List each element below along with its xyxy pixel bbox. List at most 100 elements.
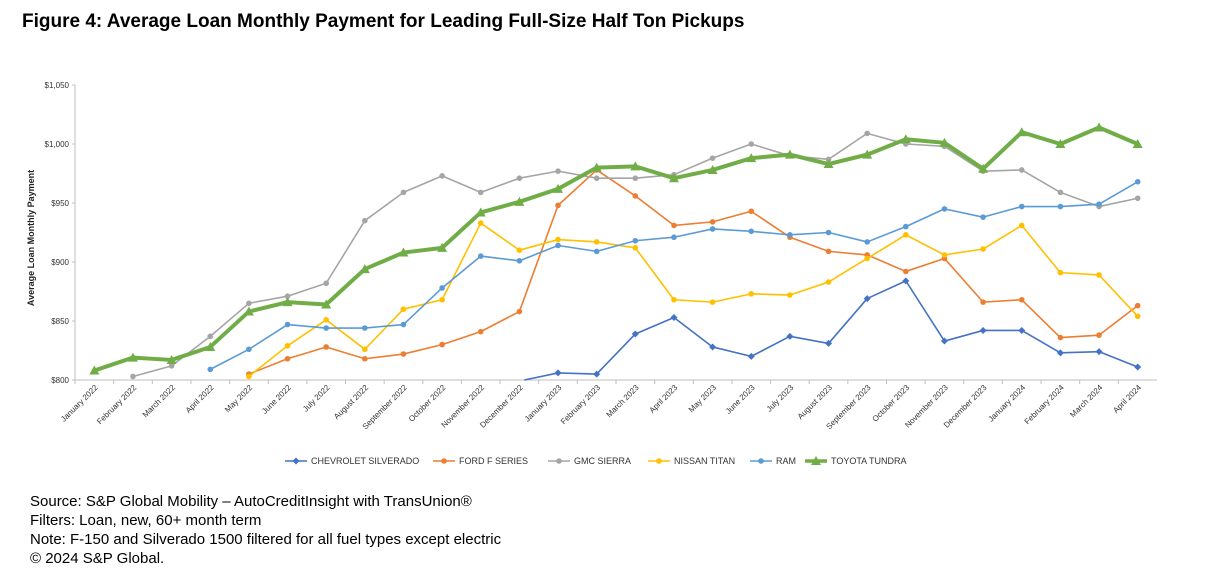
data-point [1018, 296, 1025, 303]
x-tick-label: January 2022 [59, 383, 100, 424]
data-point [207, 366, 214, 373]
data-point [323, 325, 329, 331]
legend-item: CHEVROLET SILVERADO [285, 456, 419, 466]
x-tick-label: March 2022 [141, 383, 178, 420]
data-point [400, 321, 407, 328]
data-point [709, 299, 716, 305]
data-point [862, 149, 873, 159]
data-point [668, 173, 679, 183]
data-point [787, 292, 793, 298]
series-line [209, 181, 1139, 371]
series-layer [89, 122, 1143, 381]
data-point [514, 196, 525, 206]
data-point [400, 306, 407, 313]
data-point [980, 246, 986, 252]
y-tick-label: $800 [51, 376, 69, 385]
data-point [516, 258, 523, 264]
legend-item: RAM [750, 456, 796, 466]
legend-label: CHEVROLET SILVERADO [311, 456, 419, 466]
data-point [555, 236, 561, 243]
legend-label: RAM [776, 456, 796, 466]
data-point [631, 330, 639, 338]
data-point [1057, 189, 1064, 196]
data-point [400, 189, 407, 196]
data-point [864, 255, 870, 262]
x-tick-label: January 2024 [987, 383, 1028, 424]
data-point [1018, 167, 1025, 173]
x-tick-label: February 2024 [1023, 383, 1067, 427]
data-point [282, 297, 293, 307]
data-point [747, 352, 755, 360]
line-chart: $800 $850 $900 $950 $1,000 $1,050 January 2022… [26, 81, 1157, 466]
data-point [475, 207, 486, 217]
data-point [864, 130, 870, 137]
data-point [632, 175, 639, 182]
data-point [902, 277, 910, 285]
data-point [825, 339, 833, 347]
data-point [903, 232, 909, 238]
data-point [748, 141, 755, 147]
legend-item: FORD F SERIES [433, 456, 528, 466]
data-point [205, 341, 216, 351]
data-point [292, 457, 300, 465]
x-tick-label: August 2023 [796, 383, 835, 422]
data-point [555, 242, 561, 249]
data-point [516, 247, 523, 253]
data-point [591, 162, 602, 172]
data-point [166, 354, 177, 364]
data-point [709, 226, 716, 232]
data-point [246, 346, 252, 353]
data-point [1057, 269, 1064, 276]
data-point [593, 175, 600, 182]
data-point [786, 332, 794, 340]
data-point [127, 352, 138, 362]
data-point [323, 344, 329, 350]
data-point [516, 308, 523, 315]
data-point [632, 237, 639, 244]
data-point [284, 293, 291, 300]
data-point [553, 183, 564, 193]
series-ford-f-series [246, 167, 1141, 377]
x-tick-label: July 2023 [765, 383, 796, 414]
data-point [709, 343, 717, 351]
data-point [1057, 334, 1064, 341]
y-tick-label: $850 [51, 317, 69, 326]
figure-notes: Source: S&P Global Mobility – AutoCredit… [30, 492, 501, 568]
data-point [593, 248, 600, 255]
legend-item: NISSAN TITAN [648, 456, 735, 466]
data-point [323, 317, 329, 323]
data-point [362, 217, 368, 224]
legend-label: NISSAN TITAN [674, 456, 735, 466]
data-point [709, 155, 716, 161]
data-point [671, 222, 677, 229]
x-tick-label: October 2022 [407, 383, 448, 424]
legend-label: GMC SIERRA [574, 456, 631, 466]
series-chevrolet-silverado [524, 277, 1142, 381]
data-point [940, 337, 948, 345]
x-tick-label: June 2023 [724, 383, 757, 416]
data-point [477, 328, 484, 335]
data-point [980, 299, 986, 305]
x-tick-label: April 2022 [184, 383, 216, 415]
data-point [1055, 139, 1066, 148]
data-point [811, 456, 821, 465]
data-point [1018, 326, 1026, 334]
data-point [246, 373, 252, 380]
data-point [130, 373, 136, 380]
data-point [1018, 222, 1025, 229]
data-point [670, 313, 678, 321]
x-tick-label: April 2024 [1111, 383, 1143, 415]
x-tick-label: January 2023 [523, 383, 564, 424]
data-point [746, 153, 757, 163]
data-point [1096, 272, 1102, 278]
data-point [439, 285, 445, 291]
series-nissan-titan [246, 220, 1141, 380]
data-point [1134, 195, 1141, 202]
legend-item: TOYOTA TUNDRA [805, 456, 907, 466]
data-point [323, 280, 329, 287]
data-point [477, 253, 484, 259]
data-point [359, 264, 370, 274]
series-line [248, 169, 1139, 375]
data-point [903, 223, 909, 230]
data-point [1134, 363, 1142, 371]
